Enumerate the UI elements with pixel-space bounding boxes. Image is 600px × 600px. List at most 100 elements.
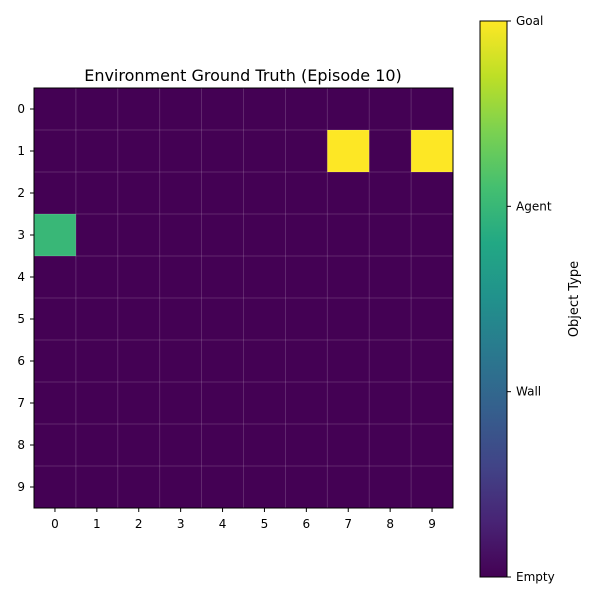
x-tick-label: 7: [344, 517, 352, 531]
heatmap-cell: [327, 382, 370, 425]
heatmap-cell: [243, 424, 286, 467]
heatmap-cell: [285, 382, 328, 425]
colorbar: [479, 20, 508, 578]
heatmap-cell: [159, 214, 202, 257]
heatmap-cell: [201, 256, 244, 299]
heatmap-cell: [327, 466, 370, 509]
y-tick-label: 2: [17, 186, 25, 200]
heatmap-cell: [411, 256, 454, 299]
heatmap-cell: [411, 340, 454, 383]
heatmap-cell: [411, 88, 454, 131]
heatmap-cell: [411, 298, 454, 341]
heatmap-cell: [75, 466, 119, 509]
heatmap-cell: [117, 130, 161, 173]
heatmap-cell: [75, 256, 119, 299]
heatmap-cell: [411, 466, 454, 509]
heatmap-cell: [75, 172, 119, 215]
x-tick-label: 2: [135, 517, 143, 531]
heatmap-cell: [34, 88, 77, 131]
colorbar-tick-label: Wall: [516, 385, 541, 399]
heatmap-cell: [285, 88, 328, 131]
plot-frame: [33, 87, 454, 509]
heatmap-cell: [327, 424, 370, 467]
heatmap-cell: [369, 382, 412, 425]
colorbar-label: Object Type: [567, 261, 582, 337]
x-tick-label: 8: [386, 517, 394, 531]
heatmap-cell: [117, 382, 161, 425]
heatmap-cell: [34, 214, 77, 257]
colorbar-tick-label: Goal: [516, 14, 543, 28]
heatmap-cell: [34, 298, 77, 341]
heatmap-cell: [117, 256, 161, 299]
heatmap-cell: [34, 256, 77, 299]
heatmap-cell: [327, 172, 370, 215]
heatmap-cell: [285, 466, 328, 509]
heatmap-cell: [285, 130, 328, 173]
heatmap-cell: [159, 340, 202, 383]
heatmap-cell: [34, 382, 77, 425]
heatmap-cell: [411, 382, 454, 425]
colorbar-ticks: Empty Wall Agent Goal: [507, 14, 555, 584]
heatmap-cell: [243, 256, 286, 299]
heatmap-cell: [159, 382, 202, 425]
heatmap-cell: [159, 466, 202, 509]
heatmap-cell: [117, 466, 161, 509]
heatmap-cell: [243, 298, 286, 341]
y-tick-label: 6: [17, 354, 25, 368]
y-tick-label: 4: [17, 270, 25, 284]
heatmap-cell: [285, 214, 328, 257]
heatmap-cell: [285, 340, 328, 383]
x-tick-label: 0: [51, 517, 59, 531]
heatmap-cell: [117, 298, 161, 341]
heatmap-cell: [159, 424, 202, 467]
y-tick-label: 8: [17, 438, 25, 452]
heatmap-cell: [201, 130, 244, 173]
x-tick-label: 4: [219, 517, 227, 531]
heatmap-cell: [285, 298, 328, 341]
heatmap-cell: [243, 382, 286, 425]
heatmap-cell: [411, 130, 454, 173]
colorbar-tick-label: Empty: [516, 570, 555, 584]
heatmap-cell: [369, 214, 412, 257]
heatmap-cell: [201, 424, 244, 467]
heatmap-cell: [34, 130, 77, 173]
heatmap-cell: [201, 298, 244, 341]
heatmap-cell: [75, 130, 119, 173]
y-tick-label: 5: [17, 312, 25, 326]
heatmap-cell: [411, 172, 454, 215]
y-tick-label: 1: [17, 144, 25, 158]
heatmap-cell: [369, 340, 412, 383]
heatmap-cell: [75, 340, 119, 383]
heatmap-cell: [201, 88, 244, 131]
heatmap-cell: [159, 256, 202, 299]
heatmap-cell: [327, 298, 370, 341]
y-tick-label: 0: [17, 102, 25, 116]
colorbar-tick-label: Agent: [516, 199, 552, 213]
heatmap-cell: [201, 172, 244, 215]
heatmap-cell: [201, 214, 244, 257]
x-tick-label: 3: [177, 517, 185, 531]
heatmap-cell: [75, 298, 119, 341]
heatmap-cell: [243, 130, 286, 173]
heatmap-cell: [369, 88, 412, 131]
heatmap-cell: [75, 382, 119, 425]
x-tick-label: 5: [261, 517, 269, 531]
heatmap-cell: [201, 340, 244, 383]
x-tick-label: 6: [303, 517, 311, 531]
heatmap-cell: [369, 424, 412, 467]
heatmap-cell: [327, 130, 370, 173]
heatmap-cell: [201, 466, 244, 509]
heatmap-cell: [243, 466, 286, 509]
heatmap-cell: [34, 172, 77, 215]
heatmap-cell: [159, 172, 202, 215]
heatmap-cell: [327, 214, 370, 257]
heatmap-cell: [411, 214, 454, 257]
heatmap-cell: [327, 88, 370, 131]
x-tick-label: 9: [428, 517, 436, 531]
heatmap-cell: [369, 172, 412, 215]
heatmap-cell: [159, 298, 202, 341]
heatmap-cell: [75, 214, 119, 257]
heatmap-cell: [243, 88, 286, 131]
heatmap-cell: [285, 424, 328, 467]
